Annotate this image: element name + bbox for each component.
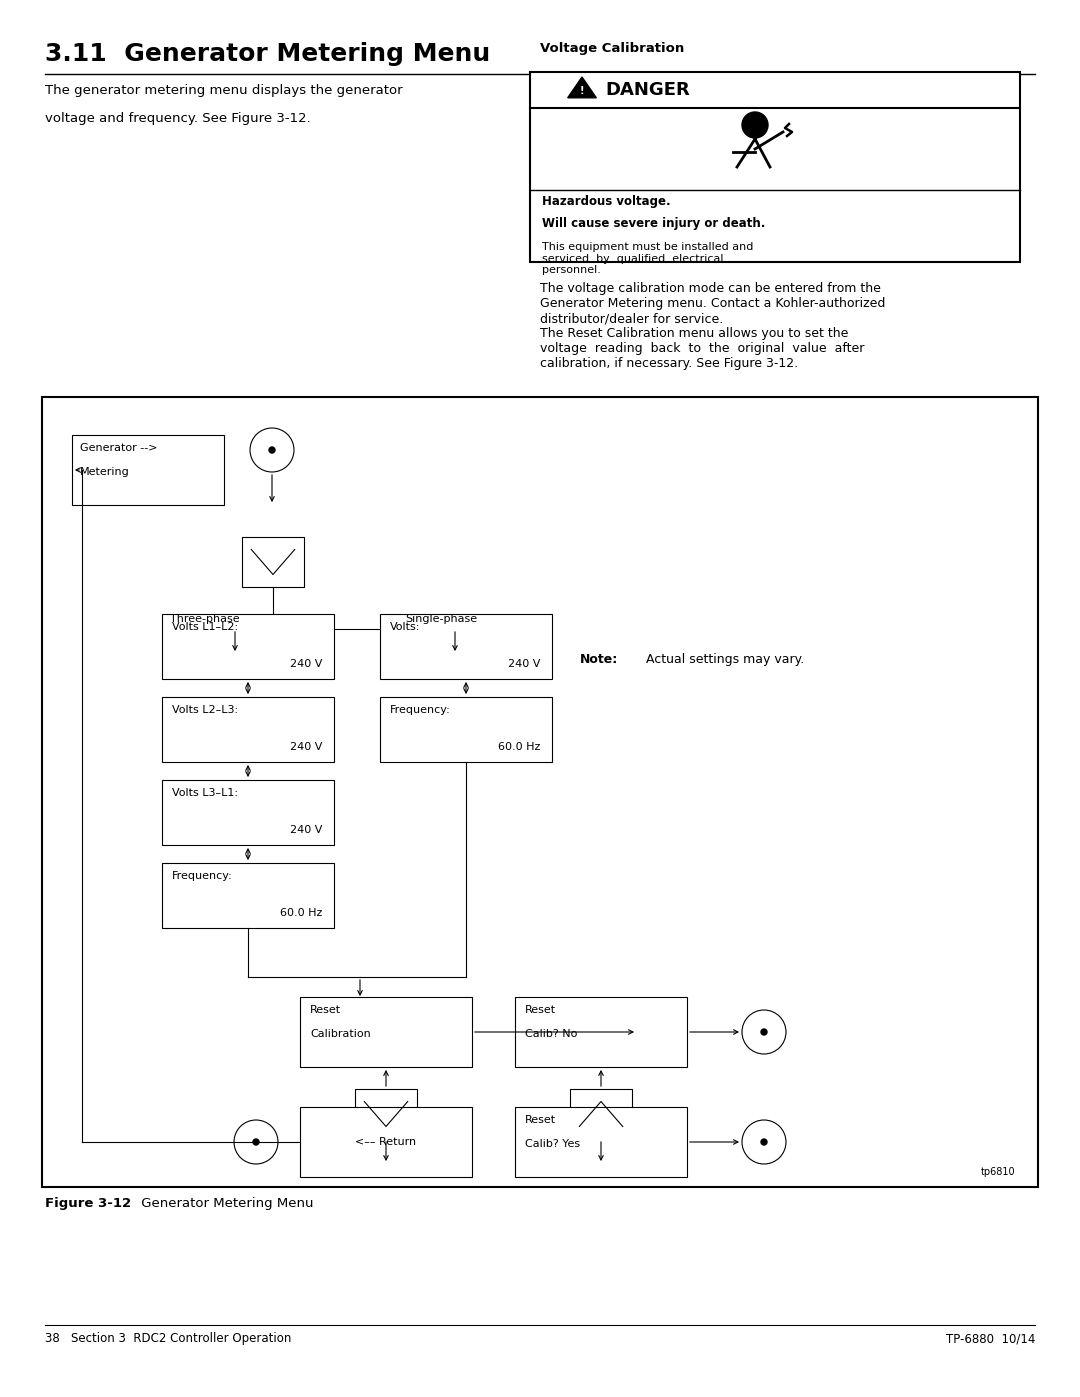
Bar — [355, 1090, 417, 1139]
Text: tp6810: tp6810 — [981, 1166, 1015, 1178]
Text: This equipment must be installed and
serviced  by  qualified  electrical
personn: This equipment must be installed and ser… — [542, 242, 754, 275]
Bar — [515, 997, 687, 1067]
Text: 60.0 Hz: 60.0 Hz — [280, 908, 322, 918]
Text: 240 V: 240 V — [289, 742, 322, 752]
Bar — [162, 697, 334, 761]
Circle shape — [761, 1139, 767, 1146]
Bar — [300, 997, 472, 1067]
Text: <–– Return: <–– Return — [355, 1137, 417, 1147]
Text: Three-phase: Three-phase — [170, 615, 240, 624]
Text: 38   Section 3  RDC2 Controller Operation: 38 Section 3 RDC2 Controller Operation — [45, 1331, 292, 1345]
Text: Frequency:: Frequency: — [172, 870, 233, 882]
Text: The generator metering menu displays the generator: The generator metering menu displays the… — [45, 84, 403, 96]
Text: 240 V: 240 V — [289, 659, 322, 669]
Text: voltage and frequency. See Figure 3-12.: voltage and frequency. See Figure 3-12. — [45, 112, 311, 124]
Text: TP-6880  10/14: TP-6880 10/14 — [946, 1331, 1035, 1345]
Bar — [515, 1106, 687, 1178]
Text: Calib? Yes: Calib? Yes — [525, 1139, 580, 1148]
Text: Actual settings may vary.: Actual settings may vary. — [642, 652, 805, 665]
Text: Hazardous voltage.: Hazardous voltage. — [542, 196, 671, 208]
Text: 3.11  Generator Metering Menu: 3.11 Generator Metering Menu — [45, 42, 490, 66]
Text: Will cause severe injury or death.: Will cause severe injury or death. — [542, 217, 766, 231]
Text: Note:: Note: — [580, 652, 618, 665]
Text: Reset: Reset — [525, 1115, 556, 1125]
Text: Single-phase: Single-phase — [405, 615, 477, 624]
Bar — [530, 73, 1020, 263]
Text: The Reset Calibration menu allows you to set the
voltage  reading  back  to  the: The Reset Calibration menu allows you to… — [540, 327, 864, 370]
Text: Volts L1–L2:: Volts L1–L2: — [172, 622, 238, 631]
Bar — [242, 536, 303, 587]
Bar — [162, 615, 334, 679]
Bar — [380, 615, 552, 679]
Text: Calib? No: Calib? No — [525, 1030, 578, 1039]
Text: Reset: Reset — [310, 1004, 341, 1016]
Text: Frequency:: Frequency: — [390, 705, 450, 715]
Text: Metering: Metering — [80, 467, 130, 476]
Text: 60.0 Hz: 60.0 Hz — [498, 742, 540, 752]
Circle shape — [742, 112, 768, 138]
Text: Volts L3–L1:: Volts L3–L1: — [172, 788, 238, 798]
Text: The voltage calibration mode can be entered from the
Generator Metering menu. Co: The voltage calibration mode can be ente… — [540, 282, 886, 326]
Text: DANGER: DANGER — [605, 81, 690, 99]
Text: Volts:: Volts: — [390, 622, 420, 631]
Bar — [72, 434, 224, 504]
Bar — [570, 1090, 632, 1139]
Text: Figure 3-12: Figure 3-12 — [45, 1197, 131, 1210]
Text: 240 V: 240 V — [508, 659, 540, 669]
Text: Volts L2–L3:: Volts L2–L3: — [172, 705, 238, 715]
Bar — [42, 397, 1038, 1187]
Text: Reset: Reset — [525, 1004, 556, 1016]
Text: Generator Metering Menu: Generator Metering Menu — [137, 1197, 313, 1210]
Bar — [162, 780, 334, 845]
Circle shape — [761, 1030, 767, 1035]
Text: 240 V: 240 V — [289, 826, 322, 835]
Bar — [300, 1106, 472, 1178]
Circle shape — [253, 1139, 259, 1146]
Circle shape — [269, 447, 275, 453]
Text: Calibration: Calibration — [310, 1030, 370, 1039]
Bar — [380, 697, 552, 761]
Text: !: ! — [580, 87, 584, 96]
Text: Voltage Calibration: Voltage Calibration — [540, 42, 685, 54]
Bar — [162, 863, 334, 928]
Polygon shape — [568, 77, 596, 98]
Text: Generator -->: Generator --> — [80, 443, 158, 453]
